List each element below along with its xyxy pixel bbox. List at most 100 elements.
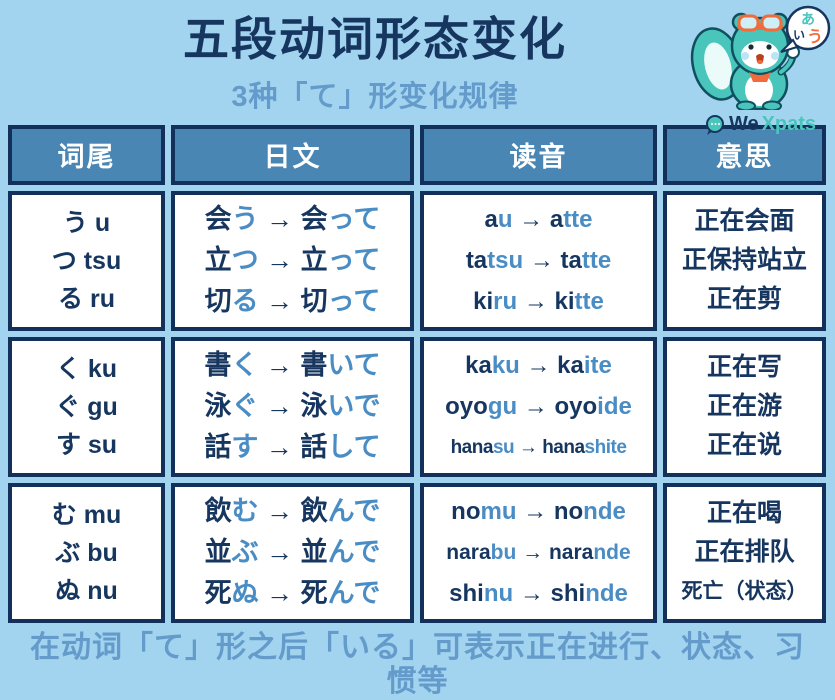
verb-stem: 会 (204, 204, 232, 235)
verb-suffix-highlight: ide (597, 393, 632, 421)
footer-note: 在动词「て」形之后「いる」可表示正在进行、状态、习惯等 (30, 630, 805, 698)
verb-stem: shi (550, 580, 586, 608)
meanings-cell: 正在会面 正保持站立 正在剪 (663, 190, 826, 331)
arrow-icon: → (516, 498, 554, 526)
meaning-line: 正在游 (706, 392, 782, 421)
arrow-icon: → (517, 393, 555, 421)
mascot-foot (736, 100, 756, 112)
verb-stem: oyo (554, 393, 598, 421)
japanese-cell: 書く → 書いて 泳ぐ → 泳いで 話す → 話して (171, 336, 414, 477)
verb-suffix-highlight: shite (584, 437, 627, 459)
verb-stem: ki (554, 288, 575, 316)
mascot-tongue (757, 60, 763, 64)
verb-stem: ki (473, 288, 494, 316)
wexpats-logo-icon (705, 114, 724, 135)
japanese-conversion-line: 泳ぐ → 泳いで (204, 386, 380, 427)
verb-suffix-highlight: る (231, 286, 259, 317)
reading-conversion-line: hanasu → hanashite (451, 427, 627, 468)
ending-line: む mu (51, 500, 122, 529)
arrow-icon: → (258, 432, 301, 463)
bubble-char-a: あ (801, 11, 815, 27)
readings-cell: kaku → kaite oyogu → oyoide hanasu → hanas… (420, 336, 657, 477)
ending-line: す su (55, 430, 118, 459)
ending-line: つ tsu (51, 246, 122, 275)
verb-stem: 書 (204, 350, 232, 381)
ending-line: ぶ bu (55, 538, 118, 567)
mascot-eye (766, 44, 772, 50)
meaning-line: 正在排队 (694, 538, 795, 567)
meaning-line: 正在会面 (694, 207, 795, 236)
mascot-scarf (749, 72, 771, 82)
ending-line: る ru (58, 284, 115, 313)
header: 五段动词形态变化 3种「て」形变化规律 (0, 0, 750, 115)
verb-stem: a (549, 206, 564, 234)
meaning-line: 正在写 (706, 353, 782, 382)
verb-suffix-highlight: って (327, 245, 381, 276)
verb-suffix-highlight: く (231, 350, 259, 381)
verb-suffix-highlight: いて (327, 350, 381, 381)
japanese-conversion-line: 飲む → 飲んで (205, 491, 381, 532)
meaning-line: 正在剪 (706, 285, 782, 314)
verb-suffix-highlight: ite (583, 352, 612, 380)
verb-suffix-highlight: mu (480, 498, 517, 526)
brand-we: We (728, 113, 759, 135)
readings-cell: nomu → nonde narabu → narande shinu → shin… (420, 482, 657, 623)
mascot-tail-inner (704, 42, 732, 90)
verb-suffix-highlight: nde (583, 498, 626, 526)
arrow-icon: → (258, 286, 301, 317)
japanese-conversion-line: 会う → 会って (205, 199, 381, 240)
verb-stem: 話 (204, 432, 232, 463)
verb-suffix-highlight: いで (327, 391, 381, 422)
column-header: 日文 (171, 124, 414, 185)
arrow-icon: → (258, 204, 301, 235)
verb-suffix-highlight: う (231, 204, 259, 235)
verb-stem: 死 (204, 578, 232, 609)
meanings-cell: 正在喝 正在排队 死亡（状态） (663, 482, 826, 623)
reading-conversion-line: kaku → kaite (465, 345, 612, 386)
arrow-icon: → (258, 350, 301, 381)
verb-stem: 切 (300, 286, 328, 317)
column-header: 意思 (663, 124, 826, 185)
mascot-cheek (771, 52, 779, 60)
verb-stem: ka (465, 352, 492, 380)
arrow-icon: → (513, 580, 551, 608)
verb-suffix-highlight: tte (581, 247, 612, 275)
arrow-icon: → (523, 247, 561, 275)
endings-cell: う u つ tsu る ru (8, 190, 165, 331)
verb-suffix-highlight: って (327, 286, 381, 317)
endings-cell: く ku ぐ gu す su (8, 336, 165, 477)
japanese-conversion-line: 話す → 話して (204, 427, 380, 468)
speech-bubble (785, 5, 831, 51)
reading-conversion-line: au → atte (484, 199, 592, 240)
verb-suffix-highlight: ぬ (231, 578, 259, 609)
brand-xpats: Xpats (761, 113, 817, 135)
verb-suffix-highlight: ぶ (231, 537, 259, 568)
ending-line: ぬ nu (55, 576, 118, 605)
page-title: 五段动词形态变化 (183, 13, 567, 65)
arrow-icon: → (258, 245, 301, 276)
verb-stem: 飲 (300, 496, 328, 527)
verb-stem: 立 (300, 245, 328, 276)
ending-line: ぐ gu (55, 392, 118, 421)
verb-stem: no (451, 498, 481, 526)
wexpats-logo: We Xpats (689, 113, 831, 136)
verb-stem: 切 (204, 286, 232, 317)
verb-stem: ka (557, 352, 584, 380)
verb-suffix-highlight: して (327, 432, 381, 463)
verb-suffix-highlight: nde (593, 541, 631, 565)
arrow-icon: → (517, 288, 555, 316)
verb-stem: oyo (445, 393, 488, 421)
meanings-cell: 正在写 正在游 正在说 (663, 336, 826, 477)
mascot-squirrel-illustration: あ い う (690, 5, 831, 112)
verb-stem: no (553, 498, 584, 526)
japanese-conversion-line: 死ぬ → 死んで (205, 573, 381, 614)
mascot-foot (762, 100, 782, 112)
reading-conversion-line: kiru → kitte (473, 281, 604, 322)
verb-stem: 立 (204, 245, 232, 276)
reading-conversion-line: nomu → nonde (451, 491, 626, 532)
japanese-conversion-line: 並ぶ → 並んで (205, 532, 381, 573)
reading-conversion-line: narabu → narande (446, 532, 630, 573)
verb-suffix-highlight: su (492, 437, 515, 459)
verb-stem: ta (465, 247, 488, 275)
